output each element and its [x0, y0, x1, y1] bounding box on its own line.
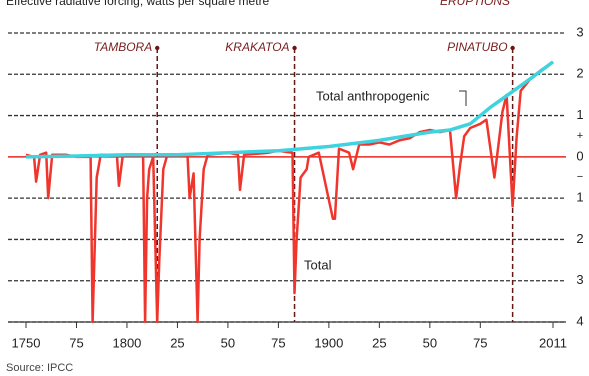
x-tick-label: 75 — [473, 335, 487, 350]
eruption-label: PINATUBO — [447, 40, 507, 54]
source: Source: IPCC — [6, 362, 73, 374]
eruption-dot — [510, 45, 515, 51]
y-tick-label: 1 — [576, 190, 583, 205]
plus-sign: + — [577, 130, 583, 142]
chart-title: Effective radiative forcing, watts per s… — [6, 0, 270, 8]
x-tick-label: 1750 — [12, 335, 41, 350]
series-line — [25, 60, 555, 159]
eruption-dot — [292, 45, 297, 51]
x-tick-label: 50 — [221, 335, 235, 350]
y-tick-label: 1 — [576, 107, 583, 122]
minus-sign: − — [577, 171, 583, 183]
y-tick-label: 2 — [576, 66, 583, 81]
x-tick-label: 1900 — [314, 335, 343, 350]
label-leader — [459, 90, 467, 106]
x-tick-label: 1800 — [112, 335, 141, 350]
series-label: Total — [304, 257, 332, 272]
x-tick-label: 25 — [372, 335, 386, 350]
y-tick-label: 0 — [576, 148, 583, 163]
x-tick-label: 25 — [170, 335, 184, 350]
series-label: Total anthropogenic — [316, 88, 430, 103]
x-tick-label: 50 — [423, 335, 437, 350]
series-line — [25, 60, 554, 324]
y-tick-label: 2 — [576, 231, 583, 246]
y-tick-label: 3 — [576, 24, 583, 39]
eruption-label: TAMBORA — [94, 40, 152, 54]
chart-subtitle: ERUPTIONS — [440, 0, 510, 8]
x-tick-label: 75 — [271, 335, 285, 350]
y-tick-label: 4 — [576, 313, 583, 328]
x-tick-label: 2011 — [539, 335, 567, 350]
y-tick-label: 3 — [576, 272, 583, 287]
eruption-dot — [155, 45, 160, 51]
eruption-label: KRAKATOA — [225, 40, 289, 54]
x-tick-label: 75 — [69, 335, 83, 350]
